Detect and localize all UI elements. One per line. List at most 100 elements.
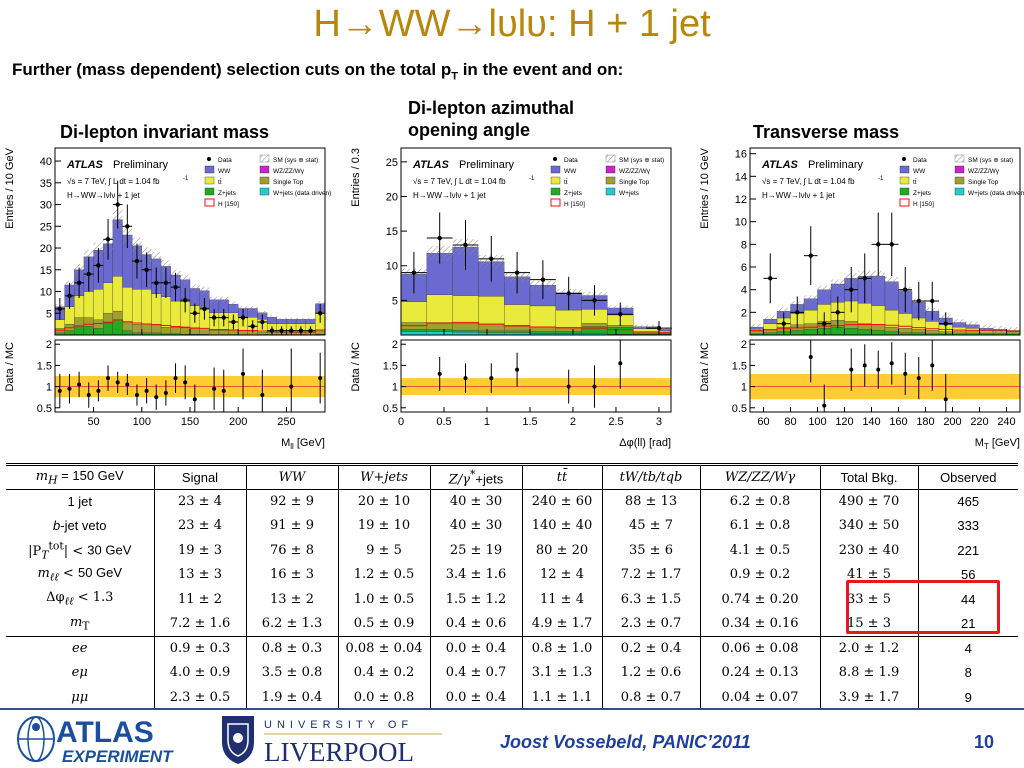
legend-label: WZ/ZZ/Wγ (619, 168, 651, 175)
ratio-y-tick-label: 1.5 (383, 360, 398, 372)
legend-entry-zjets: Z+jets (550, 187, 583, 197)
legend-entry-diboson: WZ/ZZ/Wγ (605, 165, 651, 175)
data-point (831, 296, 845, 329)
uncertainty-band (305, 317, 316, 321)
table-cell: 1.0 ± 0.5 (337, 587, 430, 612)
y-tick-label: 5 (46, 308, 52, 320)
histogram-bar-ttbar (529, 305, 556, 327)
table-cell: 140 ± 40 (521, 513, 602, 538)
atlas-label: ATLAS (412, 159, 450, 171)
y-tick-label: 10 (386, 261, 398, 273)
histogram-bar-top (218, 330, 229, 335)
heading-mll: Di-lepton invariant mass (60, 122, 270, 142)
energy-sup: -1 (183, 176, 189, 182)
data-point (401, 251, 427, 294)
histogram-bar-top (112, 310, 123, 320)
table-cell: 9 ± 5 (337, 538, 430, 563)
ratio-y-tick-label: 1.5 (37, 360, 52, 372)
histogram-bar-zjets (74, 326, 85, 336)
legend-label: WZ/ZZ/Wγ (968, 168, 1000, 175)
uncertainty-band (658, 327, 671, 332)
histogram-bar-wjets (426, 331, 453, 336)
histogram-bar-top (141, 323, 152, 333)
legend-entry-higgs: H [150] (204, 198, 239, 208)
uncertainty-band (267, 315, 277, 319)
ratio-point (221, 369, 226, 412)
ratio-point (192, 384, 197, 412)
table-cell: 0.4 ± 0.2 (337, 660, 430, 685)
histogram-bar-ttbar (555, 309, 582, 328)
histogram-bar-zjets (478, 330, 505, 334)
table-cell: 1.5 ± 1.2 (429, 587, 522, 612)
x-tick-label: 240 (997, 416, 1015, 428)
table-cell: 0.5 ± 0.9 (337, 611, 430, 636)
histogram-bar-ttbar (871, 305, 886, 325)
y-tick-label: 10 (735, 217, 747, 229)
header-signal: Signal (153, 464, 246, 489)
ratio-point (289, 348, 294, 412)
histogram-bar-top (452, 323, 479, 331)
histogram-bar-top (151, 323, 162, 333)
ratio-point (822, 384, 827, 412)
histogram-bar-ttbar (803, 309, 818, 324)
ratio-point (566, 369, 571, 404)
ratio-y-tick-label: 0.5 (37, 403, 52, 415)
ratio-point (86, 382, 91, 408)
preliminary-label: Preliminary (113, 159, 169, 171)
legend-label: WZ/ZZ/Wγ (273, 168, 305, 175)
y-tick-label: 15 (386, 226, 398, 238)
legend-label: Single Top (619, 179, 650, 186)
data-point (122, 204, 133, 249)
histogram-bar-top (257, 332, 268, 335)
y-tick-label: 6 (741, 262, 747, 274)
uncertainty-band (979, 324, 993, 332)
legend-label: H [150] (564, 201, 585, 208)
data-point (112, 180, 123, 229)
table-cell: 0.9 ± 0.3 (153, 635, 246, 661)
heading-dphi: Di-lepton azimuthal opening angle (408, 97, 574, 141)
table-cell: 0.24 ± 0.13 (699, 660, 820, 685)
histogram-bar-top (979, 332, 994, 335)
table-cell: 6.1 ± 0.8 (699, 513, 820, 538)
header-singletop: tW/tb/tqb (601, 464, 700, 489)
uncertainty-band (296, 317, 306, 321)
table-cell: 80 ± 20 (521, 538, 602, 563)
table-cell: 33 ± 5 (819, 587, 918, 612)
data-point (132, 243, 142, 279)
histogram-bar-ttbar (504, 304, 531, 326)
table-cell: 12 ± 4 (521, 562, 602, 587)
table-header-row: mH = 150 GeV Signal WW W+jets Z/γ*+jets … (6, 464, 1018, 489)
legend-entry-ww: WW (204, 165, 231, 175)
table-cell: 0.0 ± 0.4 (429, 635, 522, 661)
table-cell: 4.9 ± 1.7 (521, 611, 602, 636)
ratio-point (489, 363, 494, 393)
table-cell: 11 ± 2 (153, 587, 246, 612)
histogram-bar-top (199, 329, 210, 335)
histogram-bar-top (83, 317, 94, 327)
histogram-bar-zjets (122, 330, 133, 336)
x-tick-label: 0 (398, 416, 404, 428)
histogram-bar-zjets (884, 331, 899, 336)
ratio-y-tick-label: 1 (741, 382, 747, 394)
x-tick-label: 160 (889, 416, 907, 428)
data-point (939, 312, 953, 335)
table-cell: 88 ± 13 (601, 489, 700, 514)
table-cell: 0.34 ± 0.16 (699, 611, 820, 636)
histogram-bar-ttbar (64, 306, 75, 325)
histogram-bar-zjets (452, 330, 479, 333)
table-cell: 0.8 ± 1.0 (521, 635, 602, 661)
table-cell: 6.3 ± 1.5 (601, 587, 700, 612)
legend-entry-sm: SM (sys ⊕ stat) (954, 154, 1013, 164)
ratio-point (154, 384, 159, 410)
ratio-y-tick-label: 2 (46, 339, 52, 351)
uni-logo-top: UNIVERSITY OF (264, 719, 413, 731)
data-point (141, 252, 152, 288)
plot-frame (749, 147, 1021, 336)
uncertainty-band (276, 317, 287, 321)
data-point (804, 226, 818, 286)
legend-entry-zjets: Z+jets (204, 187, 237, 197)
ratio-point (930, 340, 935, 391)
data-point (452, 220, 479, 270)
table-row-label: Δφℓℓ < 1.3 (46, 590, 114, 609)
